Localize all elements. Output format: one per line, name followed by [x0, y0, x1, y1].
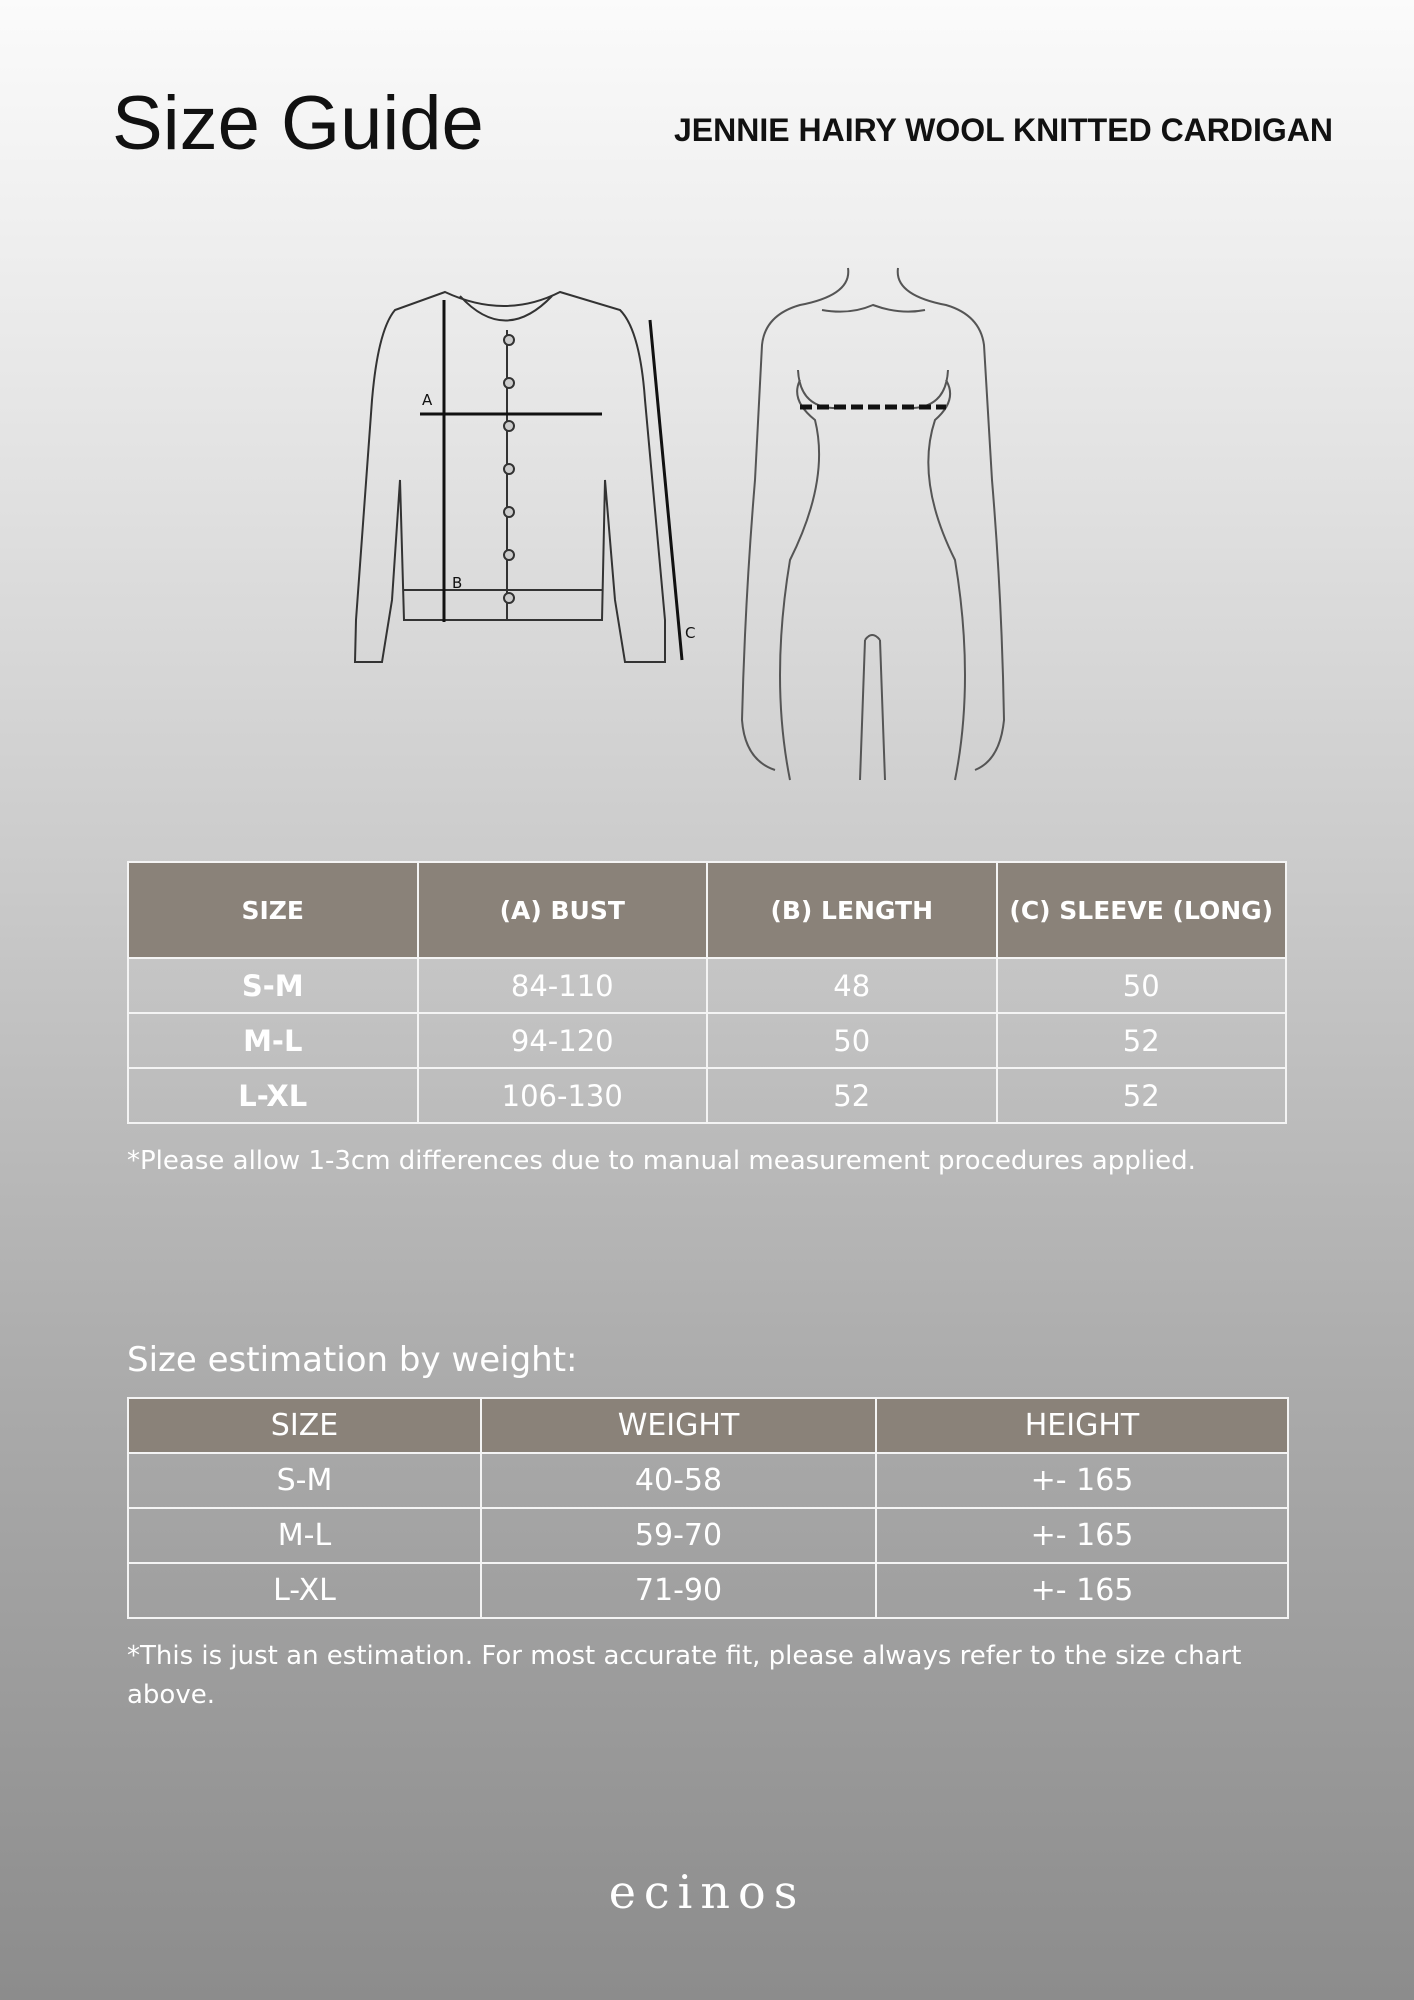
size-chart-table: SIZE (A) BUST (B) LENGTH (C) SLEEVE (LON…	[127, 861, 1287, 1124]
table-row: M-L 59-70 +- 165	[127, 1507, 1289, 1564]
label-b: B	[452, 574, 462, 592]
body-diagram-icon	[740, 267, 1006, 781]
estimation-note: *This is just an estimation. For most ac…	[127, 1641, 1242, 1710]
column-header: WEIGHT	[480, 1397, 877, 1454]
measurement-note: *Please allow 1-3cm differences due to m…	[127, 1146, 1196, 1176]
table-row: S-M 40-58 +- 165	[127, 1452, 1289, 1509]
weight-heading: Size estimation by weight:	[127, 1340, 578, 1380]
column-header: (C) SLEEVE (LONG)	[995, 861, 1287, 959]
column-header: SIZE	[127, 1397, 482, 1454]
cell: 50	[995, 957, 1287, 1014]
cell: 48	[706, 957, 998, 1014]
cell: 50	[706, 1012, 998, 1069]
cell: 84-110	[416, 957, 708, 1014]
table-row: L-XL 106-130 52 52	[127, 1067, 1287, 1124]
label-a: A	[422, 391, 433, 409]
cell: +- 165	[875, 1562, 1289, 1619]
page-title: Size Guide	[112, 81, 484, 166]
column-header: HEIGHT	[875, 1397, 1289, 1454]
cardigan-diagram-icon: A B C	[353, 290, 695, 663]
cell: 94-120	[416, 1012, 708, 1069]
cell: 40-58	[480, 1452, 877, 1509]
cell: L-XL	[127, 1067, 419, 1124]
weight-chart-table: SIZE WEIGHT HEIGHT S-M 40-58 +- 165 M-L …	[127, 1397, 1289, 1619]
column-header: (B) LENGTH	[706, 861, 998, 959]
table-row: S-M 84-110 48 50	[127, 957, 1287, 1014]
product-name: JENNIE HAIRY WOOL KNITTED CARDIGAN	[674, 112, 1333, 148]
cell: S-M	[127, 1452, 482, 1509]
column-header: (A) BUST	[416, 861, 708, 959]
label-c: C	[685, 624, 695, 642]
cell: L-XL	[127, 1562, 482, 1619]
illustrations: A B C	[353, 267, 1006, 781]
column-header: SIZE	[127, 861, 419, 959]
cell: M-L	[127, 1507, 482, 1564]
brand-logo: ecinos	[608, 1865, 806, 1919]
cell: S-M	[127, 957, 419, 1014]
table-header-row: SIZE WEIGHT HEIGHT	[127, 1397, 1289, 1454]
table-header-row: SIZE (A) BUST (B) LENGTH (C) SLEEVE (LON…	[127, 861, 1287, 959]
cell: 52	[995, 1012, 1287, 1069]
cell: +- 165	[875, 1452, 1289, 1509]
cell: 52	[995, 1067, 1287, 1124]
table-row: L-XL 71-90 +- 165	[127, 1562, 1289, 1619]
cell: 106-130	[416, 1067, 708, 1124]
table-row: M-L 94-120 50 52	[127, 1012, 1287, 1069]
cell: 59-70	[480, 1507, 877, 1564]
cell: 52	[706, 1067, 998, 1124]
cell: M-L	[127, 1012, 419, 1069]
cell: 71-90	[480, 1562, 877, 1619]
cell: +- 165	[875, 1507, 1289, 1564]
